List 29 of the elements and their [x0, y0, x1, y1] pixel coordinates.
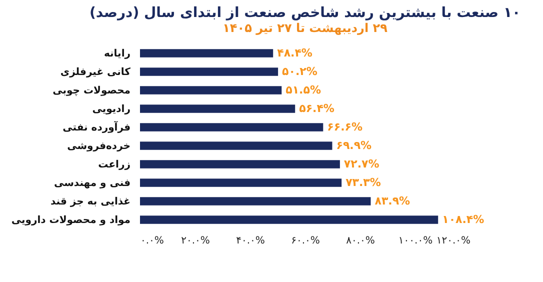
data-label: ۶۶.۶% [327, 120, 362, 134]
y-tick-label: خرده‌فروشی [67, 140, 130, 152]
x-tick-label: ۴۰.۰% [236, 236, 265, 246]
data-label: ۵۰.۲% [282, 64, 318, 78]
y-tick-label: زراعت [98, 159, 131, 170]
x-tick-label: ۲۰.۰% [181, 236, 210, 246]
data-label: ۷۲.۷% [344, 157, 380, 170]
y-tick-label: فنی و مهندسی [54, 178, 130, 189]
data-label: ۵۶.۴% [299, 102, 334, 115]
y-tick-label: غذایی به جز قند [50, 196, 130, 208]
data-label: ۱۰۸.۴% [442, 212, 484, 226]
x-tick-label: ۰.۰% [140, 236, 164, 246]
data-label: ۴۸.۴% [277, 46, 312, 60]
x-tick-label: ۸۰.۰% [346, 236, 375, 246]
y-tick-label: کانی غیرفلزی [60, 66, 131, 78]
y-tick-label: فرآورده نفتی [62, 120, 130, 134]
chart-title: ۱۰ صنعت با بیشترین رشد شاخص صنعت از ابتدای سال (درصد) [89, 5, 521, 21]
y-tick-label: رادیویی [92, 104, 131, 115]
data-label: ۸۳.۹% [374, 194, 410, 208]
x-tick-label: ۱۰۰.۰% [398, 236, 433, 246]
y-tick-label: رایانه [104, 48, 131, 60]
data-label: ۵۱.۵% [286, 83, 321, 96]
x-tick-label: ۱۲۰.۰% [436, 236, 470, 246]
chart-subtitle: ۲۹ اردیبهشت تا ۲۷ تیر ۱۴۰۵ [222, 21, 388, 35]
y-tick-label: محصولات چوبی [52, 85, 130, 96]
data-label: ۶۹.۹% [336, 138, 372, 152]
y-tick-label: مواد و محصولات دارویی [11, 214, 130, 226]
data-label: ۷۳.۳% [346, 176, 381, 189]
x-tick-label: ۶۰.۰% [291, 236, 320, 246]
